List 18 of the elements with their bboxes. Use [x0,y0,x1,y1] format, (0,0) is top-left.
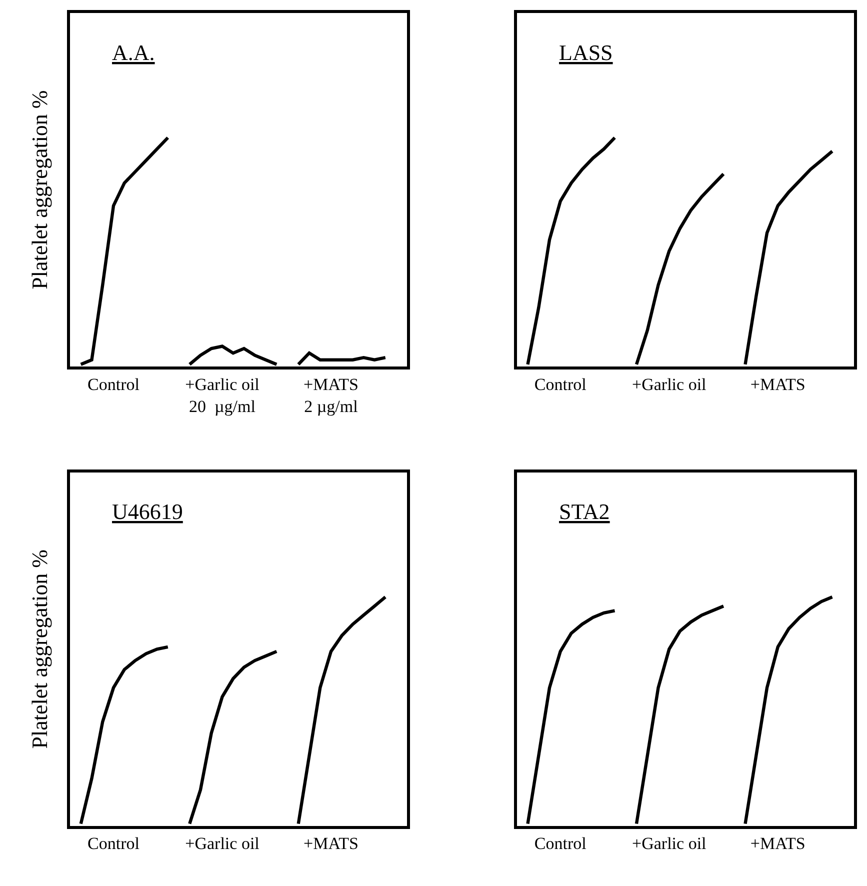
y-axis-title: Platelet aggregation % [27,90,52,290]
x-tick-label: +Garlic oil 20 µg/ml [185,374,260,416]
x-tick-label: Control [88,374,140,394]
x-tick-label: +Garlic oil [632,834,707,854]
x-tick-label: +MATS [750,374,806,394]
x-tick-label: +Garlic oil [185,834,260,854]
x-tick-label: Control [534,374,587,394]
x-tick-label: Control [88,834,140,854]
y-axis-title: Platelet aggregation % [27,550,52,749]
x-tick-label: +MATS 2 µg/ml [304,374,358,416]
x-tick-label: +MATS [750,834,806,854]
x-tick-label: +Garlic oil [632,374,707,394]
chart-title: U46619 [112,499,183,524]
chart-title: A.A. [112,40,155,65]
chart-title: LASS [559,40,613,65]
x-tick-label: Control [534,834,587,854]
x-tick-label: +MATS [304,834,358,854]
chart-title: STA2 [559,499,610,524]
